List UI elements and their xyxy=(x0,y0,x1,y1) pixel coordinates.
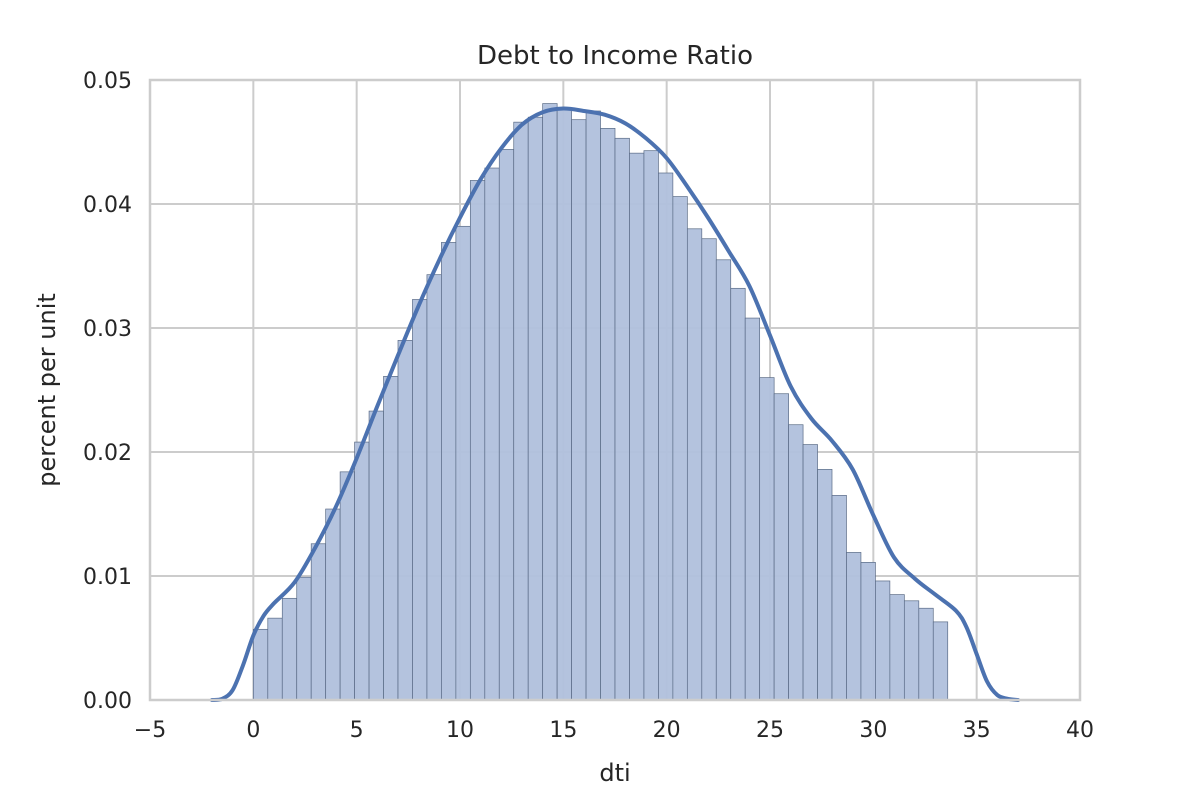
histogram-bar xyxy=(383,376,399,701)
histogram-bar xyxy=(354,441,370,701)
x-tick-label: 0 xyxy=(246,718,260,743)
y-axis-label: percent per unit xyxy=(33,293,61,487)
histogram-bar xyxy=(903,600,920,701)
histogram-bar xyxy=(412,299,428,701)
histogram-bar xyxy=(426,274,442,701)
x-tick-label: 30 xyxy=(859,718,887,743)
x-tick-label: 20 xyxy=(653,718,681,743)
histogram-bar xyxy=(788,424,804,701)
y-tick-label: 0.01 xyxy=(83,565,132,590)
histogram-bar xyxy=(310,543,327,701)
histogram-bar xyxy=(759,377,775,701)
y-tick-label: 0.03 xyxy=(83,317,132,342)
histogram-bar xyxy=(802,444,818,701)
histogram-bar xyxy=(686,228,703,701)
plot-frame xyxy=(148,78,1082,702)
histogram-bar xyxy=(397,340,413,701)
histogram-bar xyxy=(556,109,572,701)
x-tick-label: −5 xyxy=(134,718,166,743)
histogram-bar xyxy=(860,562,876,701)
histogram-bar xyxy=(831,495,847,701)
x-tick-label: 5 xyxy=(350,718,364,743)
histogram-bar xyxy=(918,607,934,701)
histogram-bar xyxy=(267,617,283,701)
histogram-bar xyxy=(542,103,558,701)
histogram-bar xyxy=(614,137,630,701)
x-tick-label: 15 xyxy=(549,718,577,743)
x-tick-label: 25 xyxy=(756,718,784,743)
x-axis-label: dti xyxy=(599,759,630,787)
histogram-bar xyxy=(527,116,544,701)
histogram-bar xyxy=(571,119,587,701)
histogram-bar xyxy=(629,152,645,701)
histogram-bar xyxy=(325,508,341,701)
histogram-bar xyxy=(469,180,486,701)
histogram-bar xyxy=(600,128,616,701)
histogram-bar xyxy=(715,259,732,701)
histogram-bar xyxy=(643,150,659,701)
histogram-bar xyxy=(281,597,298,701)
histogram-bar xyxy=(585,110,601,701)
histogram-bar xyxy=(484,167,500,701)
histogram-bar xyxy=(846,552,862,701)
x-tick-label: 35 xyxy=(963,718,991,743)
histogram-bar xyxy=(672,196,688,701)
histogram-bar xyxy=(339,471,355,701)
histogram-bar xyxy=(744,317,761,701)
histogram-bar xyxy=(932,621,949,701)
x-tick-label: 10 xyxy=(446,718,474,743)
histogram-bar xyxy=(701,238,717,701)
histogram-bar xyxy=(658,172,674,701)
histogram-bars xyxy=(252,103,949,701)
histogram-bar xyxy=(513,121,529,701)
x-tick-label: 40 xyxy=(1066,718,1094,743)
histogram-bar xyxy=(773,393,789,701)
y-tick-label: 0.02 xyxy=(83,441,132,466)
y-tick-label: 0.04 xyxy=(83,193,132,218)
histogram-bar xyxy=(875,580,891,701)
histogram-bar xyxy=(817,469,833,701)
chart-title: Debt to Income Ratio xyxy=(477,41,753,71)
histogram-bar xyxy=(368,410,384,701)
tick-labels: −5 0 5 10 15 20 25 30 35 40 0.00 0.01 0.02 0.03 0.04 0.… xyxy=(83,69,1094,743)
histogram-bar xyxy=(498,149,515,701)
y-tick-label: 0.05 xyxy=(83,69,132,94)
histogram-bar xyxy=(252,628,269,701)
histogram-bar xyxy=(441,242,457,701)
histogram-bar xyxy=(730,287,746,701)
y-tick-label: 0.00 xyxy=(83,689,132,714)
kde-line xyxy=(210,106,1020,702)
axes-frame xyxy=(148,78,1082,702)
histogram-bar xyxy=(296,576,312,701)
histogram-bar xyxy=(889,594,905,701)
kde-curve-layer xyxy=(210,106,1020,702)
histogram-bar xyxy=(455,225,471,701)
